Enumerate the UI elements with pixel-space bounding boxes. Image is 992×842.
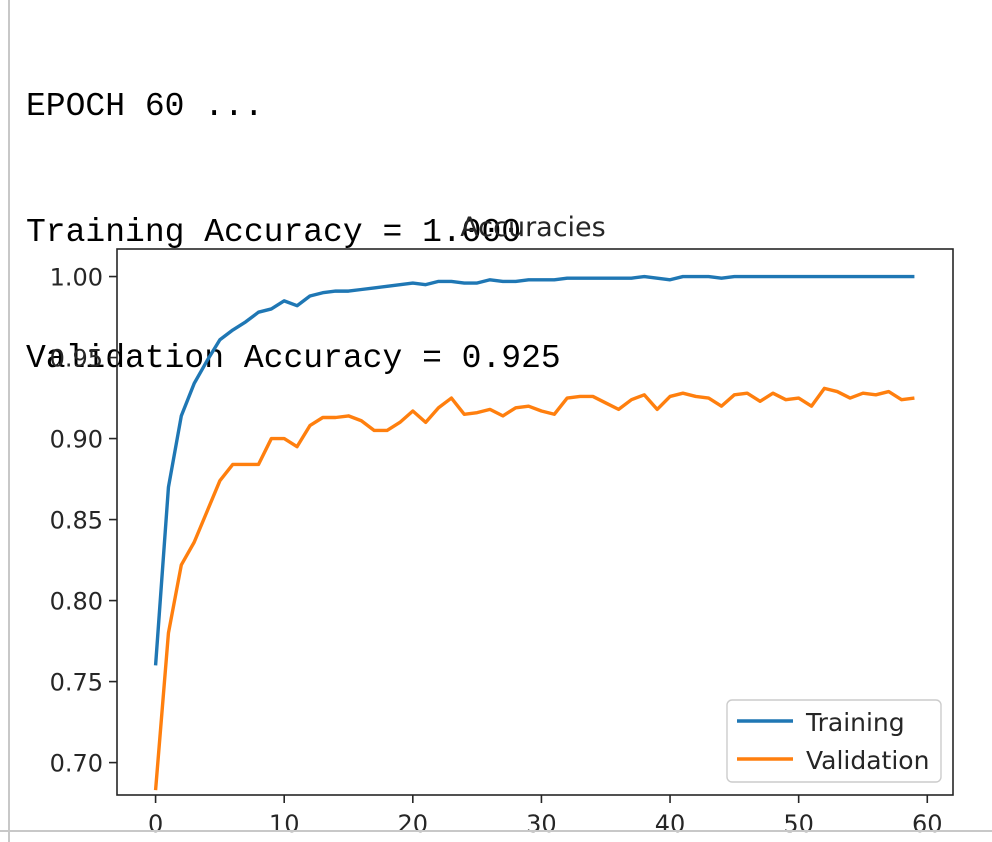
console-line-training-accuracy: Training Accuracy = 1.000	[26, 214, 522, 251]
legend-label-validation: Validation	[806, 746, 929, 775]
chart-title: Accuracies	[460, 212, 605, 243]
console-line-validation-accuracy: Validation Accuracy = 0.925	[26, 340, 561, 377]
y-tick-label: 0.75	[50, 669, 103, 697]
legend-label-training: Training	[805, 708, 905, 737]
x-tick-label: 0	[148, 810, 163, 838]
x-tick-label: 50	[783, 810, 814, 838]
output-bottom-border	[0, 830, 992, 832]
y-tick-label: 0.70	[50, 750, 103, 778]
x-tick-label: 30	[526, 810, 557, 838]
plot-area	[153, 274, 915, 791]
y-tick-label: 0.85	[50, 507, 103, 535]
x-tick-label: 60	[912, 810, 943, 838]
y-tick-label: 0.80	[50, 588, 103, 616]
x-tick-label: 10	[269, 810, 300, 838]
y-tick-label: 0.90	[50, 426, 103, 454]
output-left-border	[8, 0, 10, 842]
console-line-epoch: EPOCH 60 ...	[26, 88, 264, 125]
chart-legend: Training Validation	[726, 699, 942, 783]
y-tick-label: 1.00	[50, 264, 103, 292]
axes-ticks: 0 10 20 30 40 50 60 0.70 0.75 0.80 0.85 0.90 0.95 1.0…	[50, 264, 943, 838]
y-tick-label: 0.95	[50, 345, 103, 373]
plot-frame	[116, 248, 954, 796]
x-tick-label: 20	[398, 810, 429, 838]
series-line-training	[153, 274, 915, 666]
x-tick-label: 40	[655, 810, 686, 838]
console-output: EPOCH 60 ... Training Accuracy = 1.000 V…	[26, 2, 561, 464]
series-line-validation	[153, 386, 915, 791]
